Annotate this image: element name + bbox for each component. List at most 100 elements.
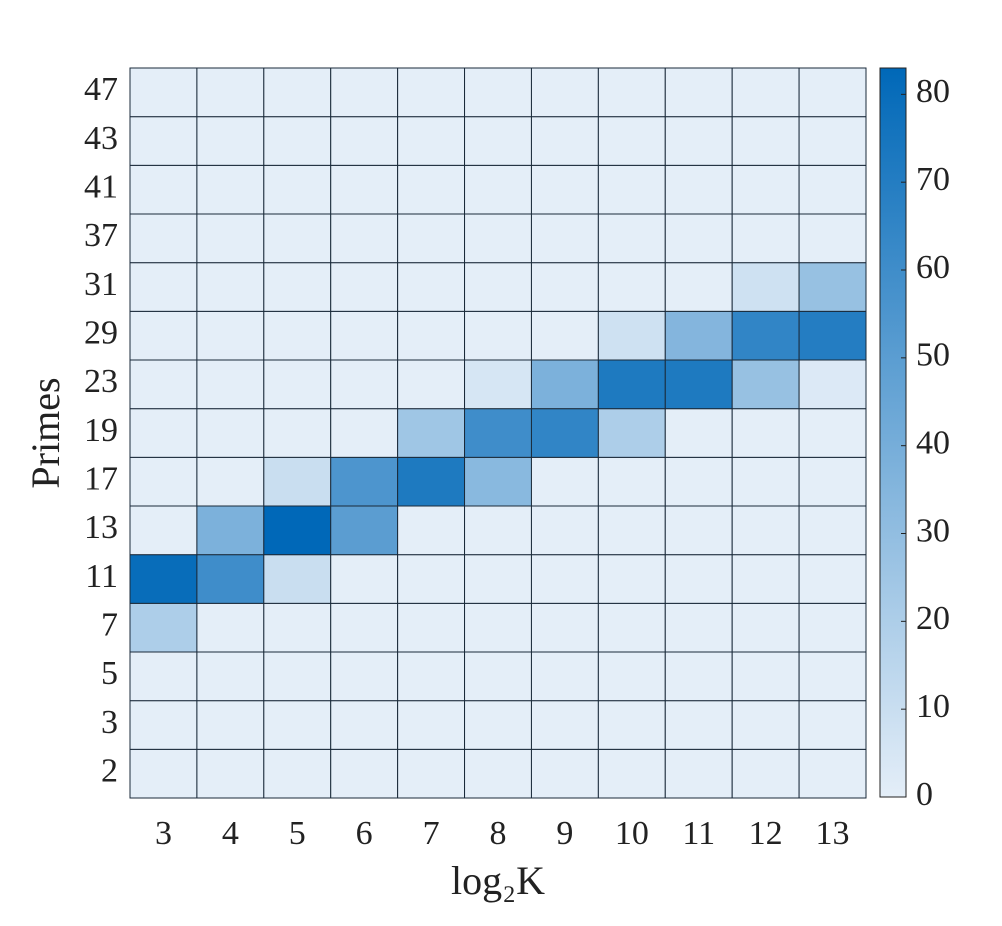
heatmap-cell	[798, 310, 867, 361]
heatmap-cell	[464, 505, 532, 556]
heatmap-cell	[530, 262, 599, 312]
heatmap-cell	[196, 164, 265, 215]
heatmap-cell	[464, 116, 532, 166]
heatmap-cell	[330, 67, 399, 118]
heatmap-cell	[664, 67, 733, 118]
heatmap-cell	[263, 700, 332, 750]
heatmap-cell	[464, 213, 532, 264]
heatmap-cell	[597, 554, 666, 604]
colorbar-tick-label: 20	[916, 600, 950, 637]
heatmap-cell	[597, 359, 666, 410]
y-tick-label: 37	[84, 217, 118, 254]
x-tick-label: 12	[749, 815, 783, 852]
heatmap-cell	[464, 456, 532, 507]
heatmap-cell	[530, 164, 599, 215]
heatmap-cell	[397, 262, 466, 312]
heatmap-cell	[731, 505, 800, 556]
heatmap-cell	[664, 748, 733, 799]
heatmap-cell	[129, 67, 198, 118]
heatmap-cell	[731, 67, 800, 118]
heatmap-cell	[330, 505, 399, 556]
y-tick-label: 43	[84, 120, 118, 157]
heatmap-cell	[664, 262, 733, 312]
heatmap-cell	[129, 700, 198, 750]
heatmap-cell	[530, 67, 599, 118]
heatmap-cell	[530, 310, 599, 361]
heatmap-cell	[597, 310, 666, 361]
heatmap-cell	[530, 408, 599, 458]
heatmap-cell	[664, 359, 733, 410]
heatmap-cell	[597, 408, 666, 458]
heatmap-cell	[129, 602, 198, 653]
heatmap-cell	[129, 408, 198, 458]
heatmap-cell	[597, 505, 666, 556]
heatmap-cell	[196, 213, 265, 264]
heatmap-cell	[664, 505, 733, 556]
colorbar	[879, 67, 907, 798]
y-tick-label: 17	[84, 460, 118, 497]
heatmap-cell	[597, 116, 666, 166]
x-axis-label: log₂K	[451, 858, 545, 903]
heatmap-cell	[397, 213, 466, 264]
heatmap-cell	[664, 554, 733, 604]
heatmap-cell	[330, 408, 399, 458]
heatmap-cell	[530, 602, 599, 653]
heatmap-cell	[464, 748, 532, 799]
heatmap-cell	[397, 310, 466, 361]
heatmap-cell	[731, 116, 800, 166]
heatmap-cell	[530, 700, 599, 750]
colorbar-tick-label: 10	[916, 688, 950, 725]
heatmap-cell	[597, 602, 666, 653]
heatmap-cell	[731, 554, 800, 604]
colorbar-tick-label: 40	[916, 424, 950, 461]
y-tick-label: 29	[84, 314, 118, 351]
heatmap-cell	[330, 310, 399, 361]
heatmap-cell	[263, 554, 332, 604]
heatmap-cell	[330, 359, 399, 410]
heatmap-cell	[597, 748, 666, 799]
x-tick-label: 11	[682, 815, 715, 852]
y-tick-label: 19	[84, 412, 118, 449]
heatmap-cell	[263, 262, 332, 312]
heatmap-cell	[196, 262, 265, 312]
heatmap-cell	[731, 310, 800, 361]
heatmap-cell	[731, 456, 800, 507]
heatmap-cell	[196, 554, 265, 604]
heatmap-cell	[330, 700, 399, 750]
heatmap-cell	[263, 602, 332, 653]
heatmap-cell	[263, 116, 332, 166]
heatmap-cell	[397, 164, 466, 215]
heatmap-cell	[798, 213, 867, 264]
heatmap-cell	[731, 262, 800, 312]
heatmap-cell	[664, 456, 733, 507]
heatmap-cell	[129, 505, 198, 556]
y-tick-label: 5	[101, 655, 118, 692]
heatmap-cell	[263, 651, 332, 702]
heatmap-cell	[530, 651, 599, 702]
colorbar-tick-label: 80	[916, 73, 950, 110]
heatmap-cell	[664, 310, 733, 361]
heatmap-cell	[597, 651, 666, 702]
heatmap-cell	[464, 602, 532, 653]
heatmap-cell	[397, 554, 466, 604]
heatmap-cell	[597, 700, 666, 750]
heatmap-cell	[330, 748, 399, 799]
x-tick-label: 7	[423, 815, 440, 852]
y-tick-label: 3	[101, 704, 118, 741]
heatmap-cell	[397, 651, 466, 702]
heatmap-cell	[798, 602, 867, 653]
heatmap-cell	[798, 748, 867, 799]
y-tick-label: 13	[84, 509, 118, 546]
heatmap-cell	[397, 456, 466, 507]
heatmap-cell	[263, 748, 332, 799]
colorbar-tick-label: 60	[916, 249, 950, 286]
x-tick-label: 10	[615, 815, 649, 852]
y-tick-label: 41	[84, 168, 118, 205]
heatmap-cell	[530, 554, 599, 604]
heatmap-cell	[664, 602, 733, 653]
colorbar-tick-label: 0	[916, 776, 933, 813]
heatmap-cell	[731, 408, 800, 458]
heatmap-cell	[397, 116, 466, 166]
heatmap-cell	[731, 651, 800, 702]
y-axis-label: Primes	[23, 377, 68, 488]
